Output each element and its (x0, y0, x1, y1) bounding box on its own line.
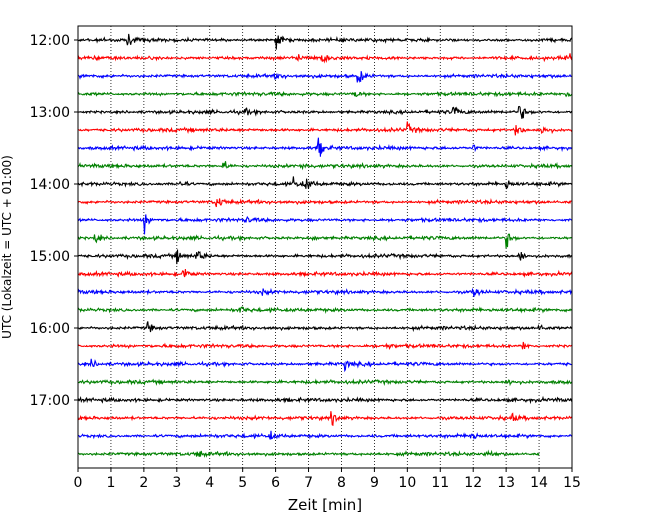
seismic-traces (77, 33, 573, 458)
x-tick-label: 3 (172, 475, 181, 491)
trace-row (77, 90, 573, 98)
trace-row (77, 395, 573, 405)
x-tick-label: 11 (431, 475, 449, 491)
trace-row (77, 105, 572, 119)
y-axis-ticks: 12:00 13:00 14:00 15:00 16:00 17:00 (30, 33, 78, 409)
trace-row (77, 176, 573, 190)
trace-row (77, 161, 573, 171)
x-tick-label: 13 (497, 475, 515, 491)
x-tick-label: 2 (139, 475, 148, 491)
x-axis-ticks: 0 1 2 3 4 5 6 7 8 9 10 11 12 13 14 15 (74, 468, 581, 491)
x-tick-label: 1 (106, 475, 115, 491)
y-tick-label: 14:00 (30, 177, 70, 193)
trace-row (77, 71, 573, 84)
trace-row (77, 121, 573, 136)
x-tick-label: 8 (337, 475, 346, 491)
y-tick-label: 15:00 (30, 249, 70, 265)
trace-row (77, 341, 573, 351)
trace-row (77, 137, 573, 157)
trace-row (77, 449, 540, 458)
x-tick-label: 0 (74, 475, 83, 491)
y-tick-label: 16:00 (30, 321, 70, 337)
x-tick-label: 10 (398, 475, 416, 491)
x-tick-label: 7 (304, 475, 313, 491)
x-tick-label: 4 (205, 475, 214, 491)
x-axis-label: Zeit [min] (288, 496, 362, 514)
x-tick-label: 5 (238, 475, 247, 491)
trace-row (77, 358, 573, 373)
y-tick-label: 13:00 (30, 105, 70, 121)
trace-row (77, 430, 573, 441)
x-tick-label: 14 (530, 475, 548, 491)
trace-row (77, 411, 573, 427)
y-tick-label: 17:00 (30, 393, 70, 409)
trace-row (77, 268, 573, 279)
trace-row (77, 378, 573, 387)
trace-row (77, 306, 573, 314)
y-tick-label: 12:00 (30, 33, 70, 49)
y-axis-label: UTC (Lokalzeit = UTC + 01:00) (0, 155, 14, 339)
trace-row (77, 249, 573, 265)
trace-row (77, 198, 573, 208)
trace-row (77, 287, 573, 297)
trace-row (77, 33, 573, 50)
trace-row (77, 321, 573, 333)
x-tick-label: 9 (370, 475, 379, 491)
trace-row (77, 214, 572, 235)
plot-frame (77, 25, 573, 469)
trace-row (77, 53, 573, 64)
x-tick-label: 12 (464, 475, 482, 491)
trace-row (77, 233, 573, 249)
x-tick-label: 6 (271, 475, 280, 491)
vertical-gridlines (110, 26, 540, 468)
x-tick-label: 15 (563, 475, 581, 491)
